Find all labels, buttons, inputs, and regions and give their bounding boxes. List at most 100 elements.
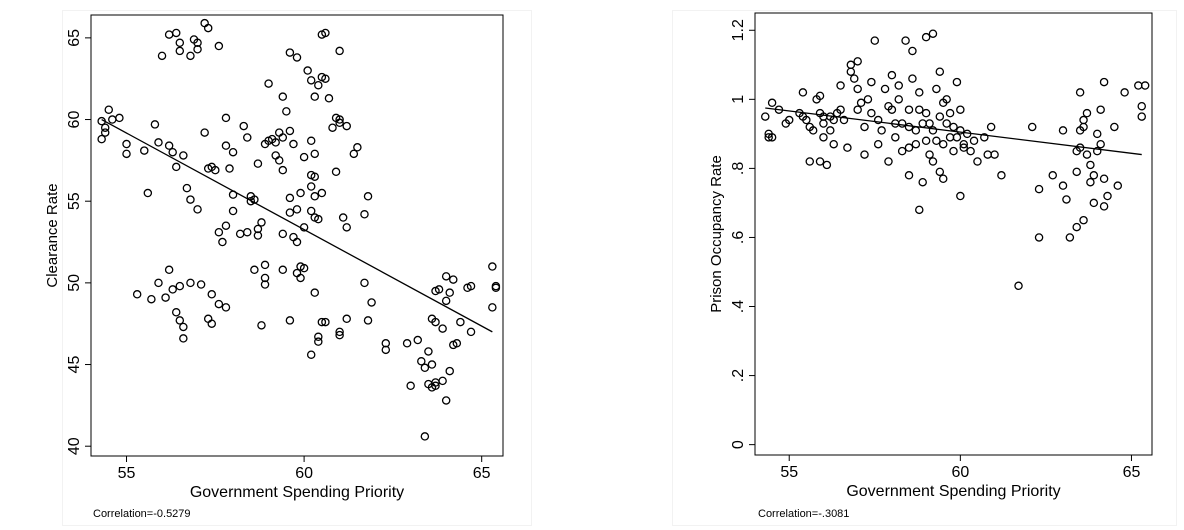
x-tick-label: 55 [118, 465, 136, 482]
data-point [873, 139, 883, 149]
data-point [441, 296, 451, 306]
data-point [915, 88, 924, 97]
data-point [932, 136, 941, 146]
data-point [904, 171, 914, 180]
data-point [1113, 181, 1123, 190]
data-point [317, 317, 327, 327]
data-point [179, 334, 188, 343]
data-point [335, 115, 344, 124]
data-point [171, 162, 181, 172]
data-point [452, 339, 462, 348]
data-point [925, 119, 934, 128]
data-point [168, 147, 177, 157]
data-point [257, 321, 266, 330]
data-point [853, 105, 862, 114]
data-point [214, 227, 224, 237]
data-point [360, 210, 369, 219]
data-point [321, 28, 330, 38]
data-point [1089, 198, 1099, 208]
data-point [1086, 177, 1095, 187]
data-point [108, 115, 117, 124]
data-point [802, 115, 811, 125]
data-point [338, 213, 348, 222]
data-point [445, 288, 454, 297]
data-point [952, 133, 962, 142]
data-point [915, 205, 924, 215]
data-point [901, 36, 910, 45]
data-point [299, 263, 309, 273]
data-point [456, 317, 465, 327]
data-point [292, 205, 302, 214]
data-point [815, 91, 825, 101]
data-point [945, 133, 955, 142]
data-point [1065, 233, 1075, 242]
y-tick-label: 45 [66, 356, 83, 374]
data-point [942, 95, 951, 104]
data-point [310, 92, 320, 101]
data-point [285, 193, 295, 203]
data-point [260, 260, 270, 270]
y-tick-label: 1 [730, 95, 747, 104]
x-axis-label: Government Spending Priority [190, 484, 404, 501]
data-point [846, 60, 856, 70]
data-point [973, 157, 982, 166]
data-point [193, 205, 202, 214]
data-point [97, 134, 106, 144]
data-point [945, 108, 955, 118]
data-point [228, 206, 238, 216]
data-point [928, 126, 938, 135]
data-point [367, 298, 376, 307]
data-point [784, 115, 794, 125]
data-point [264, 79, 273, 88]
data-point [157, 51, 167, 61]
data-point [935, 167, 945, 177]
data-point [928, 29, 938, 38]
data-point [278, 165, 288, 175]
data-point [299, 152, 309, 162]
data-point [839, 115, 849, 125]
data-point [798, 88, 808, 97]
data-point [303, 66, 312, 75]
data-point [997, 171, 1006, 180]
data-point [285, 316, 295, 325]
data-point [171, 28, 181, 38]
data-point [321, 317, 330, 327]
y-tick-label: 50 [66, 274, 83, 292]
data-point [438, 324, 447, 333]
data-point [140, 146, 149, 155]
data-point [867, 108, 876, 118]
data-point [122, 139, 131, 149]
data-point [1137, 112, 1146, 121]
x-tick-label: 60 [951, 464, 969, 481]
data-point [203, 23, 213, 33]
y-tick-label: 40 [66, 437, 83, 455]
x-tick-label: 65 [473, 465, 491, 482]
data-point [328, 123, 337, 132]
data-point [911, 126, 921, 135]
data-point [1079, 122, 1088, 132]
y-tick-label: 55 [66, 192, 83, 210]
data-point [306, 206, 316, 216]
y-tick-label: .4 [730, 300, 747, 313]
x-axis-label: Government Spending Priority [846, 483, 1060, 500]
data-point [466, 327, 476, 337]
y-tick-label: .2 [730, 369, 747, 382]
data-point [218, 237, 227, 247]
data-point [1048, 171, 1057, 180]
data-point [843, 143, 852, 152]
data-point [221, 113, 231, 123]
y-tick-label: 1.2 [730, 19, 747, 41]
x-tick-label: 65 [1123, 464, 1141, 481]
data-point [853, 84, 862, 94]
data-point [417, 357, 426, 366]
data-point [335, 327, 344, 337]
data-point [211, 165, 220, 175]
data-point [292, 237, 302, 247]
data-point [488, 262, 497, 271]
plot-area-frame [90, 14, 504, 457]
data-point [292, 268, 302, 278]
data-point [1075, 88, 1085, 97]
data-point [894, 81, 903, 90]
data-point [274, 128, 284, 137]
data-point [310, 288, 320, 297]
